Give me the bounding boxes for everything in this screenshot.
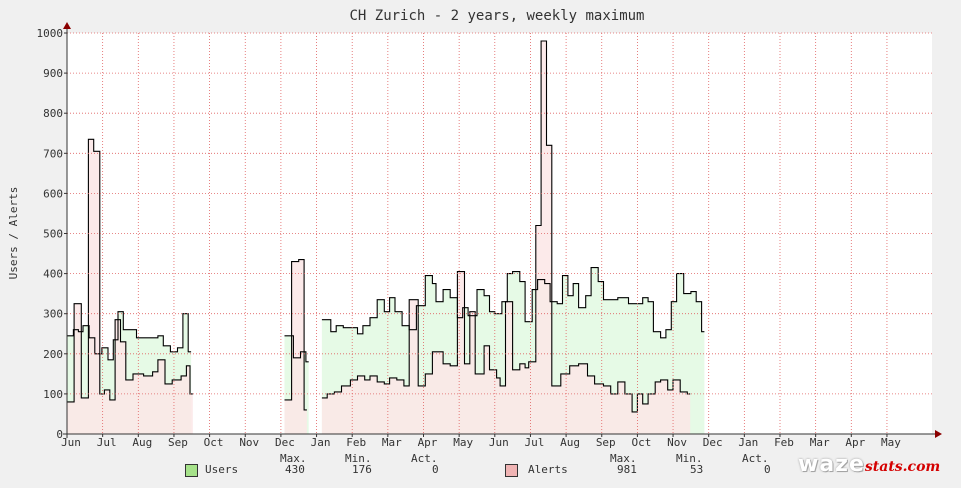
y-axis-arrow — [63, 22, 71, 29]
y-tick-label-600: 600 — [43, 187, 63, 200]
x-tick-label-22: Apr — [845, 436, 865, 449]
x-tick-label-8: Feb — [346, 436, 366, 449]
series-line-users-1 — [284, 335, 309, 363]
x-tick-label-6: Dec — [275, 436, 295, 449]
stats-header-max-alerts: Max. — [610, 452, 637, 465]
x-tick-label-0: Jun — [61, 436, 81, 449]
stats-users-act: 0 — [432, 463, 439, 476]
legend: Users Max. Min. Act. 430 176 0 Alerts Ma… — [0, 452, 961, 488]
legend-swatch-users — [185, 464, 198, 477]
x-tick-label-11: May — [453, 436, 473, 449]
x-tick-label-7: Jan — [311, 436, 331, 449]
stats-header-max-users: Max. — [280, 452, 307, 465]
legend-label-alerts: Alerts — [528, 463, 568, 476]
series-line-alerts-2 — [321, 40, 691, 413]
stats-alerts-min: 53 — [690, 463, 704, 476]
stats-users-min: 176 — [352, 463, 372, 476]
x-tick-label-19: Jan — [738, 436, 758, 449]
series-line-users-2 — [321, 267, 705, 339]
x-tick-label-5: Nov — [239, 436, 259, 449]
y-tick-label-300: 300 — [43, 308, 63, 321]
y-tick-label-0: 0 — [56, 428, 63, 441]
x-tick-label-17: Nov — [667, 436, 687, 449]
series-line-alerts-1 — [284, 259, 307, 411]
x-tick-label-15: Sep — [596, 436, 616, 449]
x-tick-label-1: Jul — [97, 436, 117, 449]
series-line-alerts-0 — [67, 138, 193, 403]
stats-header-min-users: Min. — [345, 452, 372, 465]
x-tick-label-3: Sep — [168, 436, 188, 449]
x-tick-label-21: Mar — [810, 436, 830, 449]
stats-header-act-users: Act. — [411, 452, 438, 465]
y-tick-label-1000: 1000 — [37, 27, 64, 40]
x-axis-arrow — [935, 430, 942, 438]
stats-header-min-alerts: Min. — [676, 452, 703, 465]
legend-swatch-alerts — [505, 464, 518, 477]
series-area-alerts-2 — [321, 41, 691, 434]
y-tick-label-500: 500 — [43, 228, 63, 241]
x-tick-label-16: Oct — [631, 436, 651, 449]
stats-header-act-alerts: Act. — [742, 452, 769, 465]
x-tick-label-14: Aug — [560, 436, 580, 449]
chart-title: CH Zurich - 2 years, weekly maximum — [349, 8, 644, 24]
x-tick-label-12: Jun — [489, 436, 509, 449]
stats-alerts-act: 0 — [764, 463, 771, 476]
stats-users-max: 430 — [285, 463, 305, 476]
y-tick-label-200: 200 — [43, 348, 63, 361]
x-tick-label-10: Apr — [418, 436, 438, 449]
series-area-alerts-1 — [284, 259, 307, 434]
x-tick-label-23: May — [881, 436, 901, 449]
x-tick-label-18: Dec — [703, 436, 723, 449]
legend-label-users: Users — [205, 463, 239, 476]
y-tick-label-100: 100 — [43, 388, 63, 401]
x-tick-label-13: Jul — [525, 436, 545, 449]
y-tick-label-800: 800 — [43, 107, 63, 120]
x-tick-label-4: Oct — [204, 436, 224, 449]
wazestats-logo: wazestats.com — [798, 452, 941, 477]
stats-alerts-max: 981 — [617, 463, 637, 476]
y-tick-label-400: 400 — [43, 268, 63, 281]
x-tick-label-2: Aug — [132, 436, 152, 449]
y-tick-label-700: 700 — [43, 147, 63, 160]
y-tick-label-900: 900 — [43, 67, 63, 80]
series-line-users-0 — [67, 311, 192, 361]
x-tick-label-20: Feb — [774, 436, 794, 449]
plot-area: 0 100 200 300 400 500 600 700 800 900 1000 Jun Jul Au… — [37, 22, 942, 449]
y-axis-label: Users / Alerts — [7, 187, 20, 280]
x-tick-label-9: Mar — [382, 436, 402, 449]
